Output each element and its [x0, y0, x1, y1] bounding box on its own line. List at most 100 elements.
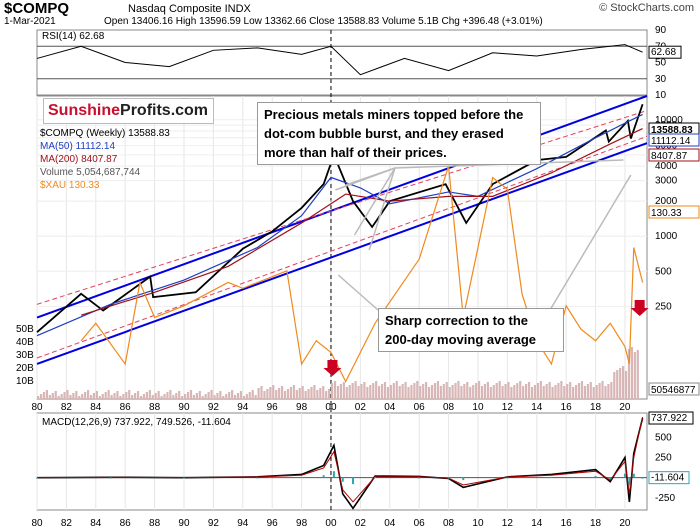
volume-bar — [560, 381, 563, 399]
volume-bar — [154, 393, 157, 399]
volume-bar — [357, 386, 360, 399]
x-tick-label: 04 — [384, 402, 396, 413]
volume-bar — [254, 395, 257, 399]
x-tick-label: 94 — [237, 518, 249, 529]
volume-bar — [363, 382, 366, 399]
volume-bar — [304, 391, 307, 399]
volume-bar — [407, 387, 410, 399]
volume-bar — [45, 390, 49, 399]
rsi-panel — [36, 29, 648, 96]
logo-part-2: Profits.com — [120, 102, 209, 119]
ma50-line — [36, 113, 643, 337]
macd-value-badge — [648, 411, 694, 425]
volume-bar — [530, 387, 534, 399]
volume-bar — [157, 391, 160, 399]
volume-bar — [389, 385, 392, 399]
x-tick-label: 96 — [267, 518, 279, 529]
macd-value-label: 737.922 — [651, 413, 688, 424]
right-value-badge — [648, 382, 700, 396]
macd-histogram-bar — [628, 477, 631, 486]
volume-bar — [589, 382, 592, 399]
legend-volume: Volume 5,054,687,744 — [40, 167, 141, 178]
volume-bar — [463, 384, 466, 399]
volume-bar — [310, 387, 313, 399]
macd-histogram-bar — [374, 476, 377, 478]
volume-bar — [213, 395, 216, 399]
volume-bar — [75, 391, 78, 399]
rsi-line — [36, 44, 643, 76]
volume-bar — [516, 383, 519, 399]
callout-pointer — [337, 274, 379, 311]
macd-histogram-bar — [109, 477, 112, 479]
price-tick-label: 2000 — [655, 196, 678, 207]
volume-bar — [251, 390, 254, 399]
volume-bar — [222, 396, 225, 399]
volume-bar — [486, 382, 489, 399]
volume-bar — [510, 387, 513, 399]
volume-bar — [375, 381, 378, 399]
volume-bar — [348, 385, 351, 399]
x-tick-label: 86 — [120, 402, 132, 413]
volume-bar — [527, 382, 531, 399]
macd-histogram-bar — [341, 477, 344, 482]
rsi-value-badge — [648, 45, 682, 59]
x-tick-label: 82 — [61, 402, 73, 413]
volume-bar — [439, 386, 442, 399]
legend-ma50: MA(50) 11112.14 — [40, 141, 116, 152]
right-value-label: 8407.87 — [651, 151, 688, 162]
legend-ma200: MA(200) 8407.87 — [40, 154, 118, 165]
price-tick-label: 10000 — [655, 115, 683, 126]
volume-bar — [539, 381, 542, 399]
volume-bar — [413, 383, 416, 399]
volume-bar — [178, 391, 181, 399]
volume-bar — [248, 392, 251, 399]
volume-bar — [307, 389, 310, 399]
volume-tick-label: 40B — [16, 337, 34, 348]
volume-bar — [580, 381, 584, 399]
volume-bar — [113, 393, 116, 399]
volume-bar — [116, 391, 119, 399]
annotation-top: Precious metals miners topped before the… — [257, 102, 541, 165]
volume-bar — [319, 388, 322, 399]
volume-bar — [616, 370, 619, 399]
volume-bar — [442, 384, 445, 399]
volume-bar — [134, 393, 137, 399]
volume-bar — [401, 384, 404, 399]
volume-bar — [186, 392, 190, 399]
price-tick-label: 3000 — [655, 176, 678, 187]
volume-bar — [533, 385, 537, 399]
volume-bar — [63, 392, 66, 399]
x-tick-label: 92 — [208, 518, 220, 529]
volume-bar — [336, 386, 340, 399]
volume-bar — [404, 382, 407, 399]
macd-signal-line — [36, 416, 644, 503]
volume-bar — [169, 390, 172, 399]
rsi-title: RSI(14) 62.68 — [42, 31, 105, 42]
volume-bar — [372, 383, 375, 399]
volume-bar — [592, 387, 595, 399]
right-value-badge — [648, 205, 700, 219]
volume-bar — [536, 383, 539, 399]
volume-bar — [627, 349, 631, 399]
x-tick-label: 96 — [267, 402, 279, 413]
rsi-tick-label: 10 — [655, 90, 667, 101]
volume-bar — [586, 384, 589, 399]
x-tick-label: 88 — [149, 402, 161, 413]
sunshine-profits-logo: SunshineProfits.com — [43, 98, 214, 124]
volume-bar — [151, 395, 154, 399]
volume-bar — [72, 393, 75, 399]
volume-bar — [619, 368, 622, 399]
volume-bar — [554, 385, 557, 399]
x-tick-label: 20 — [619, 402, 631, 413]
x-tick-label: 06 — [414, 402, 426, 413]
right-value-label: 130.33 — [651, 208, 682, 219]
volume-bar — [598, 383, 601, 399]
volume-bar — [378, 386, 381, 399]
volume-bar — [610, 382, 613, 399]
volume-bar — [225, 394, 228, 399]
logo-part-1: Sunshine — [48, 102, 121, 119]
volume-bar — [292, 385, 295, 399]
symbol-title: $COMPQ — [4, 0, 70, 17]
